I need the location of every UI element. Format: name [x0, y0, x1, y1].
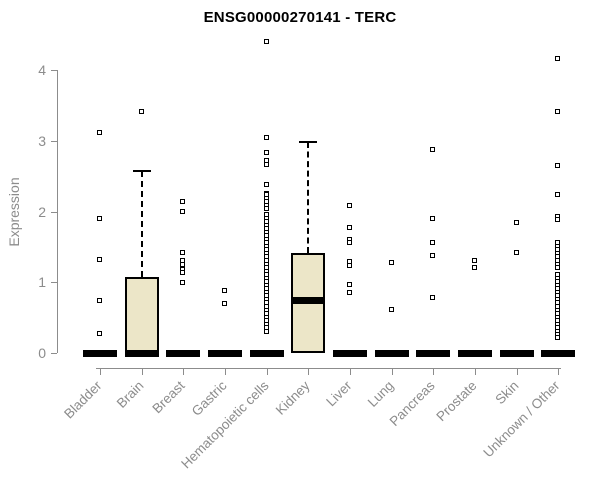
median-bar — [499, 350, 534, 357]
outlier-point — [555, 163, 561, 169]
x-axis-line — [96, 368, 561, 369]
outlier-point — [346, 240, 352, 246]
y-tick-label: 2 — [38, 203, 46, 220]
median-bar — [541, 350, 576, 357]
outlier-point — [346, 262, 352, 268]
outlier-point — [555, 109, 561, 115]
outlier-point — [221, 301, 227, 307]
median-bar — [416, 350, 451, 357]
y-tick-label: 4 — [38, 62, 46, 78]
y-axis-tick — [51, 282, 57, 284]
median-bar — [166, 350, 201, 357]
outlier-point — [97, 330, 102, 336]
x-axis-tick — [474, 368, 476, 375]
outlier-point — [430, 239, 436, 245]
outlier-point — [555, 216, 561, 222]
x-axis-tick — [224, 368, 226, 375]
outlier-point — [263, 181, 269, 187]
y-axis-tick — [51, 140, 57, 142]
outlier-point — [97, 298, 102, 304]
outlier-point — [430, 146, 436, 152]
outlier-point — [513, 250, 519, 256]
outlier-point — [346, 282, 352, 288]
median-bar — [332, 350, 367, 357]
x-axis-tick — [433, 368, 435, 375]
x-axis-tick — [100, 368, 101, 375]
outlier-point — [180, 279, 186, 285]
outlier-point — [180, 199, 186, 205]
outlier-point — [430, 294, 436, 300]
y-tick-label: 0 — [38, 345, 46, 361]
outlier-point — [430, 216, 436, 222]
x-axis-tick — [266, 368, 268, 375]
outlier-point — [555, 192, 561, 198]
outlier-point — [263, 149, 269, 155]
outlier-point — [430, 253, 436, 259]
outlier-point — [180, 270, 186, 276]
outlier-point — [97, 216, 102, 222]
outlier-point — [346, 289, 352, 295]
outlier-point — [388, 260, 394, 266]
y-axis-tick — [51, 70, 57, 71]
x-axis-tick — [183, 368, 185, 375]
x-axis-tick — [141, 368, 143, 375]
outlier-point — [221, 288, 227, 294]
x-axis-tick — [391, 368, 393, 375]
whisker-cap — [299, 141, 318, 144]
whisker-cap — [132, 170, 151, 173]
y-axis-line — [57, 70, 58, 353]
outlier-point — [180, 209, 186, 215]
outlier-point — [97, 129, 102, 135]
outlier-point — [471, 258, 477, 264]
x-axis-tick — [558, 368, 560, 375]
whisker-line — [307, 142, 310, 253]
median-bar — [291, 296, 326, 304]
x-axis-tick — [349, 368, 351, 375]
x-axis-tick — [516, 368, 518, 375]
median-bar — [249, 350, 284, 357]
whisker-line — [140, 171, 143, 278]
outlier-point — [471, 265, 477, 271]
outlier-point — [555, 55, 561, 61]
outlier-point — [138, 108, 144, 114]
outlier-point — [263, 161, 269, 167]
outlier-point — [513, 219, 519, 225]
outlier-point — [555, 335, 561, 341]
outlier-point — [263, 206, 269, 212]
median-bar — [124, 350, 159, 357]
chart-title: ENSG00000270141 - TERC — [203, 9, 397, 26]
y-axis-tick — [51, 353, 57, 354]
y-tick-label: 3 — [38, 132, 46, 149]
median-bar — [457, 350, 492, 357]
outlier-point — [97, 257, 102, 263]
box — [124, 277, 159, 353]
outlier-point — [263, 328, 269, 334]
median-bar — [207, 350, 242, 357]
median-bar — [83, 350, 117, 357]
outlier-point — [263, 134, 269, 140]
x-axis-tick — [308, 368, 310, 375]
outlier-point — [263, 39, 269, 45]
y-tick-label: 1 — [38, 274, 46, 291]
outlier-point — [180, 249, 186, 255]
y-axis-tick — [51, 211, 57, 213]
outlier-point — [555, 265, 561, 271]
outlier-point — [388, 306, 394, 312]
outlier-point — [346, 225, 352, 231]
median-bar — [374, 350, 409, 357]
outlier-point — [346, 202, 352, 208]
